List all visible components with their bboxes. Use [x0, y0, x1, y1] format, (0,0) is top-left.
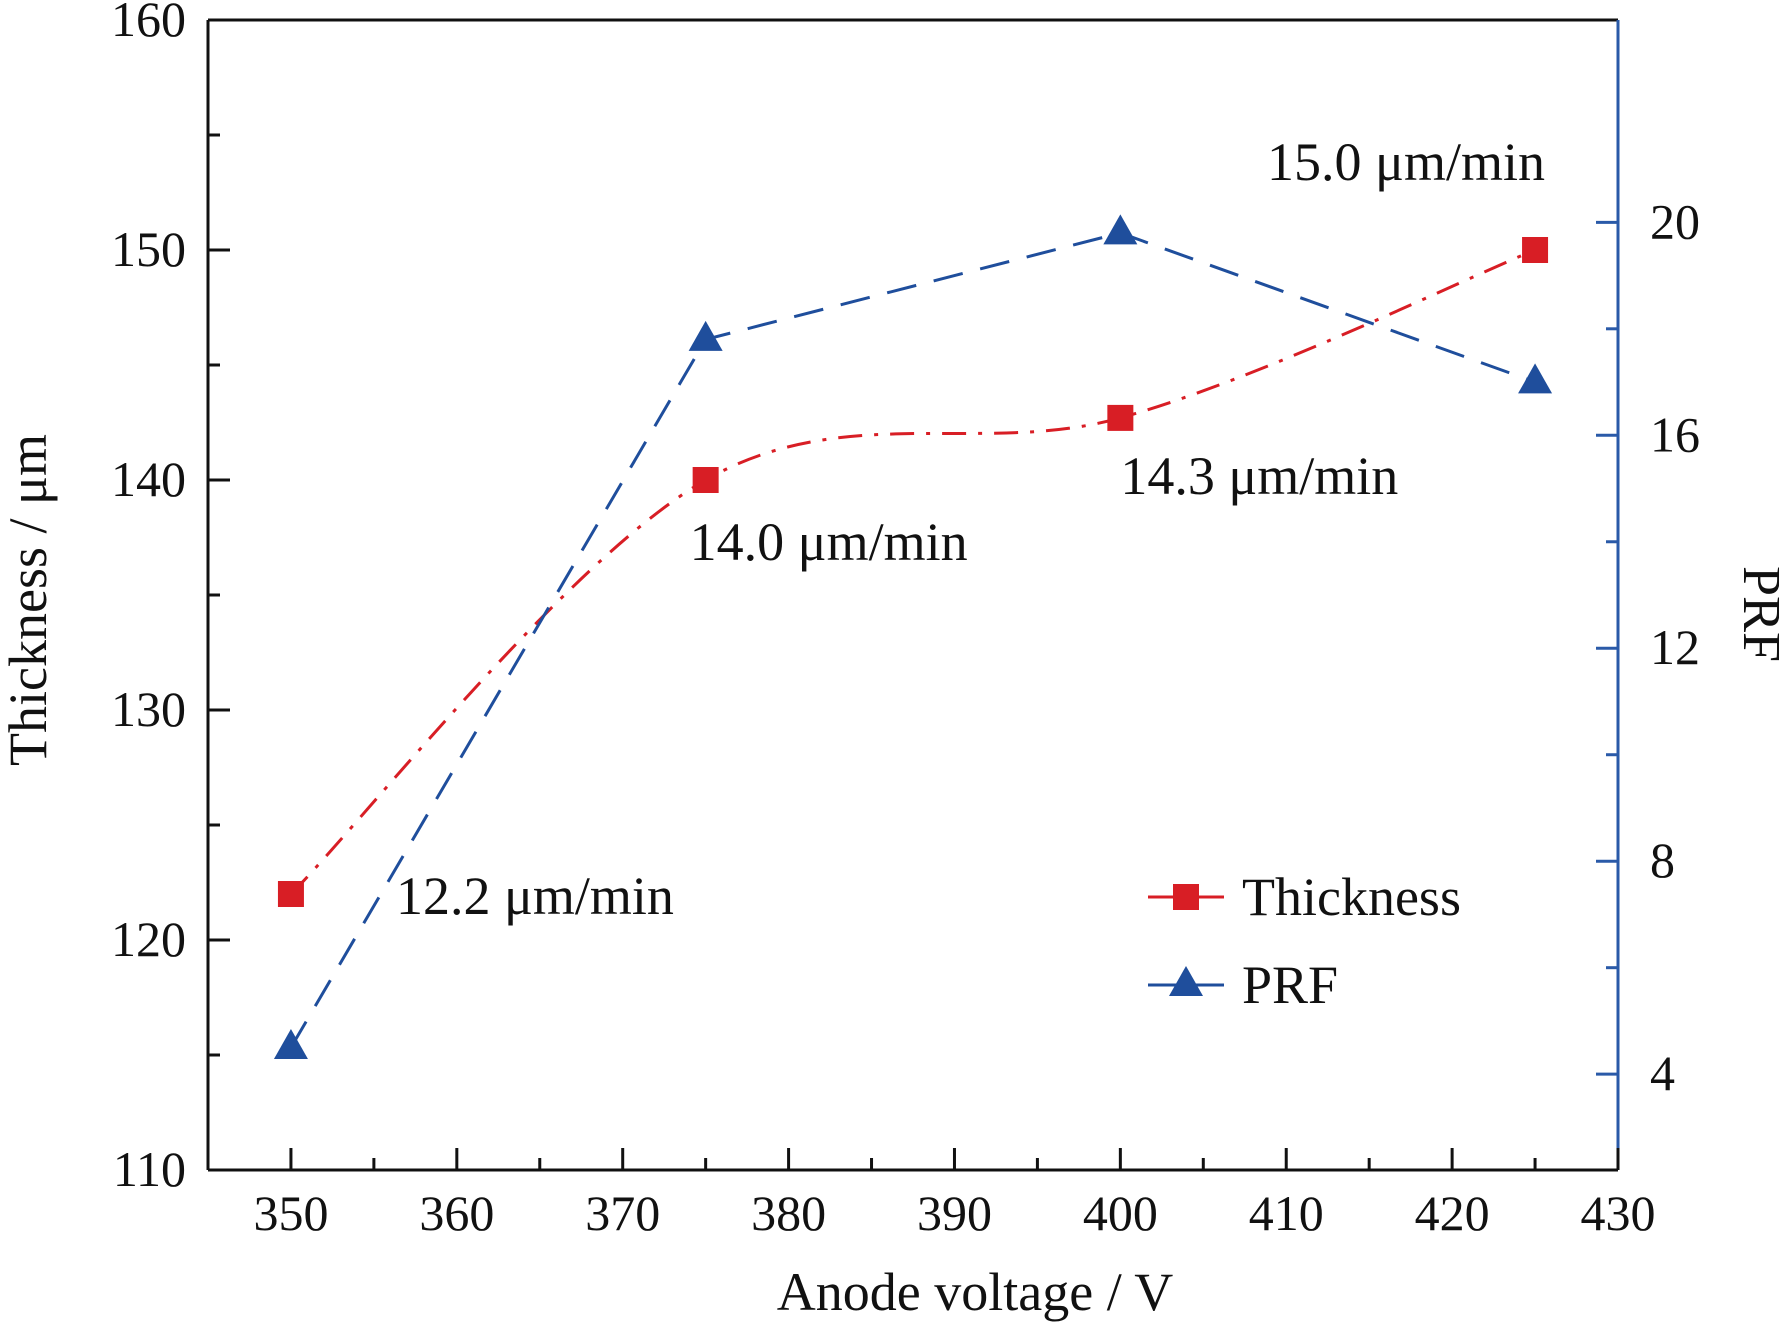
prf-point: [273, 1028, 308, 1059]
thickness-point: [692, 467, 719, 493]
legend-thickness-label: Thickness: [1242, 867, 1461, 927]
x-tick-label: 420: [1415, 1185, 1490, 1241]
axes: 350 360 370 380 390 400 410 420 4301101201301401…: [111, 0, 1700, 1241]
prf-point: [1518, 363, 1553, 394]
y-tick-label: 140: [111, 451, 186, 507]
y-tick-label: 160: [111, 0, 186, 47]
prf-series-line: [289, 231, 1536, 1049]
data-annotation: 14.0 μm/min: [690, 512, 968, 572]
data-annotation: 12.2 μm/min: [396, 866, 674, 926]
prf-point: [1103, 214, 1138, 245]
y2-tick-label: 20: [1650, 193, 1700, 249]
y2-axis-title: PRF: [1732, 566, 1779, 662]
y2-tick-label: 16: [1650, 406, 1700, 462]
y2-tick-label: 12: [1650, 619, 1700, 675]
y-tick-label: 130: [111, 681, 186, 737]
thickness-point: [277, 881, 304, 907]
legend-prf-label: PRF: [1242, 955, 1338, 1015]
data-annotation: 14.3 μm/min: [1120, 446, 1398, 506]
thickness-series-line: [289, 248, 1536, 896]
legend: Thickness PRF: [1148, 867, 1461, 1015]
x-tick-label: 400: [1083, 1185, 1158, 1241]
x-tick-label: 430: [1581, 1185, 1656, 1241]
thickness-point: [1522, 237, 1549, 263]
y2-tick-label: 4: [1650, 1045, 1675, 1101]
y-axis-title: Thickness / μm: [0, 434, 58, 766]
y-tick-label: 150: [111, 221, 186, 277]
x-tick-label: 410: [1249, 1185, 1324, 1241]
prf-point: [688, 320, 723, 351]
y-tick-label: 120: [111, 911, 186, 967]
thickness-point: [1107, 404, 1134, 431]
x-tick-label: 380: [751, 1185, 826, 1241]
y2-tick-label: 8: [1650, 832, 1675, 888]
y-tick-label: 110: [113, 1141, 186, 1197]
x-axis-title: Anode voltage / V: [777, 1262, 1173, 1322]
x-tick-label: 390: [917, 1185, 992, 1241]
data-annotation: 15.0 μm/min: [1267, 132, 1545, 192]
annotation-layer: 12.2 μm/min 14.0 μm/min 14.3 μm/min 15.0 μm…: [396, 132, 1545, 926]
x-tick-label: 360: [419, 1185, 494, 1241]
series-layer: [273, 214, 1553, 1059]
legend-thickness-marker: [1173, 884, 1199, 910]
x-tick-label: 350: [253, 1185, 328, 1241]
legend-prf-marker: [1169, 966, 1203, 996]
x-tick-label: 370: [585, 1185, 660, 1241]
